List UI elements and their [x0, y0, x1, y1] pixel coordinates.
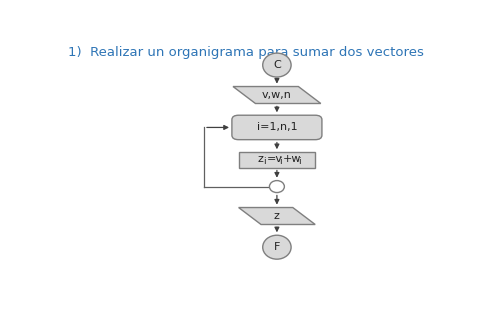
Text: =v: =v — [267, 154, 282, 164]
Ellipse shape — [263, 235, 291, 259]
Text: z: z — [257, 154, 263, 164]
Polygon shape — [239, 208, 315, 225]
Text: z: z — [274, 211, 280, 221]
FancyBboxPatch shape — [232, 115, 322, 140]
Text: i: i — [298, 157, 300, 166]
Ellipse shape — [269, 180, 284, 192]
Text: i=1,n,1: i=1,n,1 — [256, 122, 297, 133]
Text: C: C — [273, 60, 281, 70]
Text: F: F — [274, 242, 280, 252]
Ellipse shape — [263, 53, 291, 77]
Text: i: i — [263, 157, 265, 166]
Polygon shape — [233, 87, 321, 103]
Text: 1)  Realizar un organigrama para sumar dos vectores: 1) Realizar un organigrama para sumar do… — [67, 46, 424, 59]
Text: i: i — [279, 157, 281, 166]
FancyBboxPatch shape — [239, 152, 315, 168]
Text: v,w,n: v,w,n — [262, 90, 292, 100]
Text: +w: +w — [282, 154, 301, 164]
